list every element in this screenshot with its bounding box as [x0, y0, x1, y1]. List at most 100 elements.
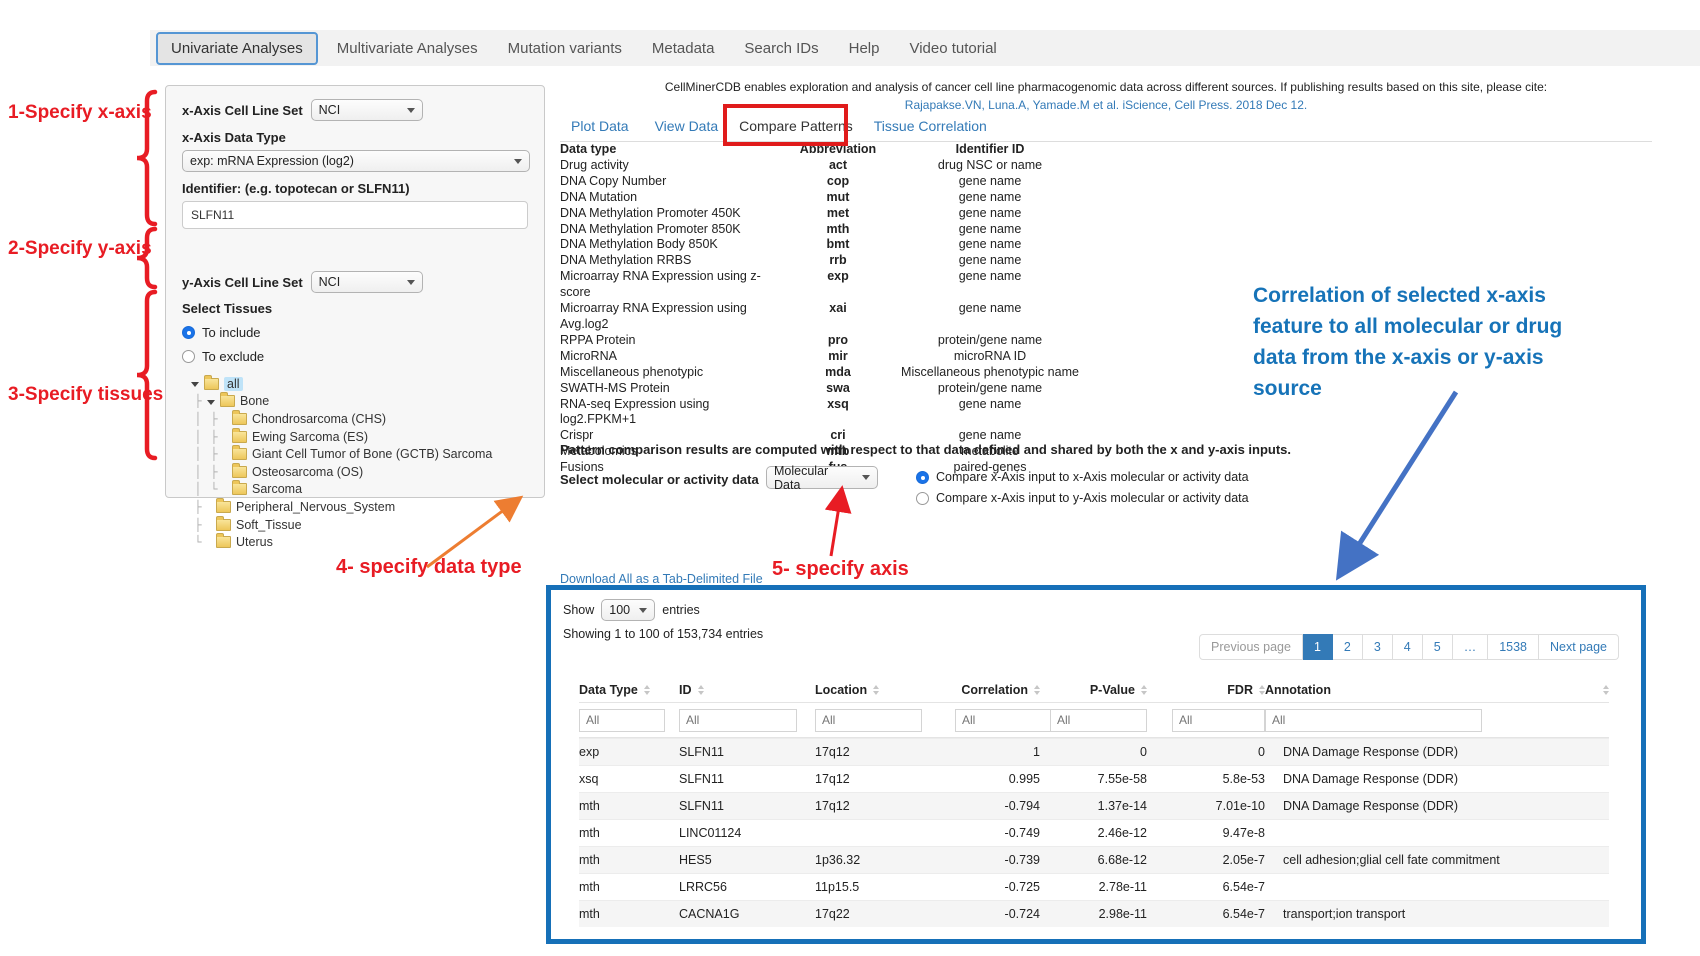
tissue-include-radio[interactable]: To include [182, 325, 528, 340]
column-header-fdr[interactable]: FDR [1147, 683, 1265, 697]
identifier-label: Identifier: (e.g. topotecan or SLFN11) [182, 181, 410, 196]
sort-icon[interactable] [1034, 685, 1040, 695]
tree-item-soft-tissue[interactable]: ├ Soft_Tissue [182, 515, 528, 534]
tree-node-label: Sarcoma [252, 482, 303, 497]
sort-icon[interactable] [643, 685, 650, 695]
folder-icon [232, 480, 247, 496]
tissue-exclude-radio[interactable]: To exclude [182, 349, 528, 364]
identifier-input[interactable]: SLFN11 [182, 201, 528, 229]
citation-link[interactable]: Rajapakse.VN, Luna.A, Yamade.M et al. iS… [904, 98, 1308, 112]
tree-item-osteosarcoma-os[interactable]: │ ├ Osteosarcoma (OS) [182, 462, 528, 481]
nav-tab-search-ids[interactable]: Search IDs [744, 39, 819, 57]
previous-page-button[interactable]: Previous page [1199, 634, 1303, 660]
chevron-down-icon [514, 158, 522, 164]
column-header-correlation[interactable]: Correlation [955, 683, 1040, 697]
x-cell-line-set-select[interactable]: NCI [310, 99, 423, 121]
datatype-row: DNA Methylation Promoter 850K mth gene nam… [560, 222, 1086, 238]
molecular-data-select[interactable]: Molecular Data [766, 464, 878, 492]
tree-item-chondrosarcoma-chs[interactable]: │ ├ Chondrosarcoma (CHS) [182, 409, 528, 428]
nav-tab-metadata[interactable]: Metadata [651, 39, 715, 57]
nav-tab-mutation-variants[interactable]: Mutation variants [507, 39, 622, 57]
cell-id: SLFN11 [679, 745, 724, 759]
tree-item-ewing-sarcoma-es[interactable]: │ ├ Ewing Sarcoma (ES) [182, 427, 528, 446]
tree-branch: ├ [210, 411, 218, 426]
filter-input-data-type[interactable] [579, 708, 665, 732]
x-data-type-select[interactable]: exp: mRNA Expression (log2) [182, 150, 530, 172]
compare-y-axis-radio[interactable]: Compare x-Axis input to y-Axis molecular… [916, 491, 1249, 505]
nav-tab-video-tutorial[interactable]: Video tutorial [909, 39, 997, 57]
page-button-1538[interactable]: 1538 [1488, 634, 1540, 660]
column-header-label: Correlation [961, 683, 1028, 697]
tree-item-bone[interactable]: ├ Bone [182, 392, 528, 411]
column-header-id[interactable]: ID [679, 683, 815, 697]
compare-x-axis-radio[interactable]: Compare x-Axis input to x-Axis molecular… [916, 470, 1249, 484]
sort-icon[interactable] [697, 685, 704, 695]
tree-item-peripheral-nervous-system[interactable]: ├ Peripheral_Nervous_System [182, 497, 528, 516]
filter-input-id[interactable] [679, 708, 797, 732]
datatype-reference-table: Data type Abbreviation Identifier ID Drug a… [560, 142, 1086, 476]
column-header-label: Annotation [1265, 683, 1331, 697]
datatype-row: Crispr cri gene name [560, 428, 1086, 444]
sort-icon[interactable] [873, 685, 880, 695]
filter-input-annotation[interactable] [1265, 708, 1482, 732]
table-row[interactable]: mth LRRC56 11p15.5 -0.725 2.78e-11 6.54e-7 [579, 873, 1609, 900]
tree-guide: │ [194, 482, 202, 497]
datatype-identifier: gene name [958, 189, 1022, 204]
filter-input-fdr[interactable] [1172, 708, 1265, 732]
subtab-plot-data[interactable]: Plot Data [571, 118, 629, 134]
datatype-identifier: drug NSC or name [937, 157, 1043, 172]
tree-item-sarcoma[interactable]: │ └ Sarcoma [182, 480, 528, 499]
tree-branch: └ [210, 482, 218, 497]
sort-icon[interactable] [1141, 685, 1147, 695]
sort-up-icon [1141, 685, 1147, 689]
y-cell-line-set-select[interactable]: NCI [310, 271, 423, 293]
table-row[interactable]: mth SLFN11 17q12 -0.794 1.37e-14 7.01e-10 DNA … [579, 792, 1609, 819]
table-row[interactable]: mth CACNA1G 17q22 -0.724 2.98e-11 6.54e-7 tran… [579, 900, 1609, 927]
folder-icon [232, 427, 247, 443]
nav-tab-multivariate-analyses[interactable]: Multivariate Analyses [336, 39, 478, 57]
tree-expand-caret-icon[interactable] [191, 382, 199, 388]
table-row[interactable]: mth HES5 1p36.32 -0.739 6.68e-12 2.05e-7 cell … [579, 846, 1609, 873]
datatype-abbreviation: bmt [826, 237, 850, 252]
datatype-row: RPPA Protein pro protein/gene name [560, 333, 1086, 349]
datatype-identifier: Miscellaneous phenotypic name [901, 364, 1079, 379]
cell-id: HES5 [679, 853, 712, 867]
subtab-tissue-correlation[interactable]: Tissue Correlation [873, 118, 987, 134]
column-header-p-value[interactable]: P-Value [1040, 683, 1147, 697]
subtab-compare-patterns[interactable]: Compare Patterns [739, 118, 853, 134]
page-button-5[interactable]: 5 [1422, 634, 1453, 660]
table-row[interactable]: exp SLFN11 17q12 1 0 0 DNA Damage Response (DD… [579, 738, 1609, 765]
column-header-annotation[interactable]: Annotation [1265, 683, 1609, 697]
page-button-4[interactable]: 4 [1392, 634, 1423, 660]
nav-tab-help[interactable]: Help [848, 39, 880, 57]
nav-tab-univariate-analyses[interactable]: Univariate Analyses [156, 31, 318, 65]
filter-input-p-value[interactable] [1050, 708, 1147, 732]
annotation-step1: 1-Specify x-axis [8, 102, 152, 123]
download-tab-delimited-link[interactable]: Download All as a Tab-Delimited File [560, 572, 763, 586]
datatype-row: Microarray RNA Expression using z-score e… [560, 269, 1086, 301]
sort-icon[interactable] [1603, 685, 1609, 695]
filter-input-location[interactable] [815, 708, 922, 732]
datatype-name: DNA Methylation Body 850K [560, 237, 718, 252]
page-button-2[interactable]: 2 [1332, 634, 1363, 660]
column-header-location[interactable]: Location [815, 683, 955, 697]
tree-item-giant-cell-tumor-of-bone-gctb-sarcoma[interactable]: │ ├ Giant Cell Tumor of Bone (GCTB) Sarcom… [182, 445, 528, 463]
subtab-view-data[interactable]: View Data [654, 118, 719, 134]
column-header-data-type[interactable]: Data Type [579, 683, 679, 697]
next-page-button[interactable]: Next page [1539, 634, 1619, 660]
tree-item-uterus[interactable]: └ Uterus [182, 533, 528, 551]
page-button-3[interactable]: 3 [1362, 634, 1393, 660]
filter-input-correlation[interactable] [955, 708, 1059, 732]
datatype-identifier: gene name [958, 173, 1022, 188]
page-length-select[interactable]: 100 [601, 599, 656, 621]
table-row[interactable]: xsq SLFN11 17q12 0.995 7.55e-58 5.8e-53 DNA Da… [579, 765, 1609, 792]
page-button-1[interactable]: 1 [1302, 634, 1333, 660]
cell-annotation: cell adhesion;glial cell fate commitment [1283, 853, 1500, 867]
tree-expand-caret-icon[interactable] [207, 399, 215, 405]
tree-item-all[interactable]: all [182, 374, 528, 393]
sort-icon[interactable] [1259, 685, 1265, 695]
table-row[interactable]: mth LINC01124 -0.749 2.46e-12 9.47e-8 [579, 819, 1609, 846]
correlation-results-table: Data Type ID Location Correlation P-Value FDR… [579, 678, 1609, 927]
show-entries-row: Show 100 entries [563, 599, 700, 621]
